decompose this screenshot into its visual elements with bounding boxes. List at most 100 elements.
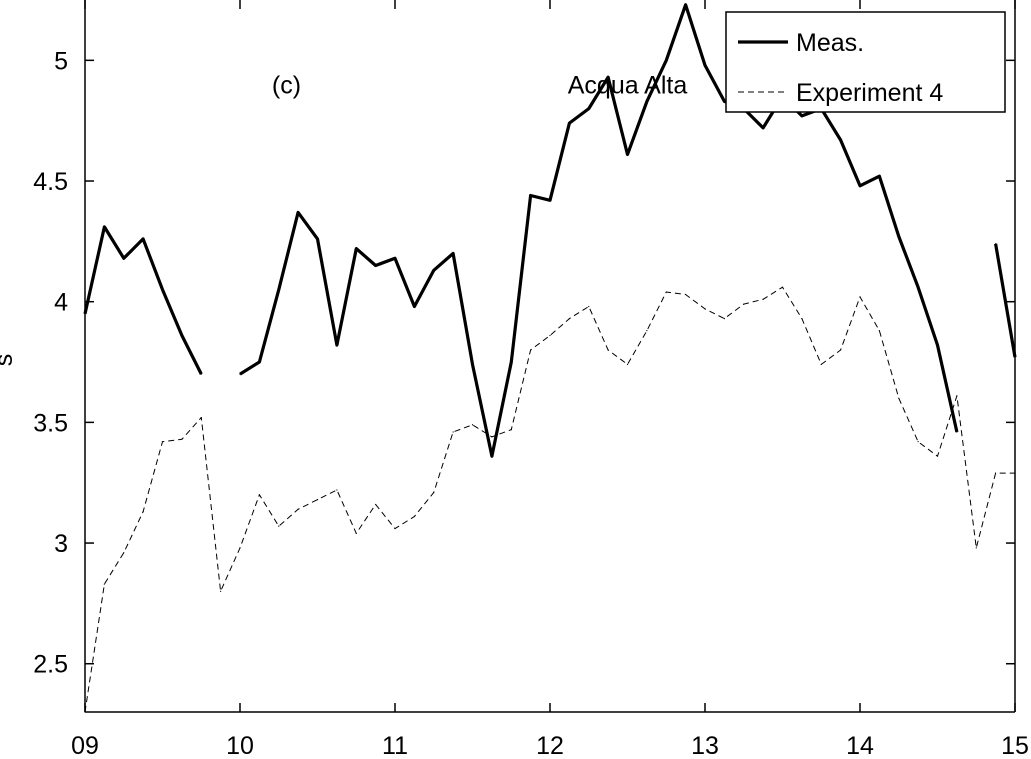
data-point-meas: [878, 175, 880, 177]
x-tick-label: 15: [1001, 732, 1029, 759]
data-point-experiment-4: [607, 349, 609, 351]
data-point-meas: [762, 127, 764, 129]
data-point-experiment-4: [220, 590, 222, 592]
data-point-meas: [704, 64, 706, 66]
data-point-meas: [394, 257, 396, 259]
data-point-experiment-4: [413, 515, 415, 518]
data-point-experiment-4: [975, 547, 977, 549]
y-tick-label: 3.5: [33, 409, 68, 437]
data-point-experiment-4: [471, 424, 474, 426]
data-point-experiment-4: [549, 334, 551, 337]
legend-label: Meas.: [796, 29, 864, 57]
data-point-meas: [859, 185, 861, 187]
data-point-experiment-4: [316, 499, 319, 501]
x-tick-label: 14: [846, 732, 874, 759]
annotations: (c) Acqua Alta: [272, 71, 687, 99]
data-point-experiment-4: [704, 308, 706, 310]
data-point-meas: [1014, 356, 1016, 358]
data-point-meas: [239, 373, 241, 375]
data-point-meas: [840, 139, 842, 141]
data-point-experiment-4: [258, 494, 260, 496]
y-tick-label: 2.5: [33, 651, 68, 679]
data-point-meas: [995, 243, 997, 245]
data-point-meas: [665, 59, 667, 61]
data-point-experiment-4: [956, 395, 958, 397]
data-point-experiment-4: [297, 508, 299, 510]
x-tick-label: 10: [226, 732, 254, 759]
data-point-experiment-4: [200, 416, 202, 419]
data-point-experiment-4: [355, 532, 357, 534]
legend: Meas. Experiment 4: [725, 11, 1006, 113]
data-point-meas: [646, 100, 648, 102]
panel-label: (c): [272, 71, 301, 99]
data-point-experiment-4: [685, 293, 687, 296]
data-point-experiment-4: [510, 429, 512, 431]
data-point-experiment-4: [452, 431, 454, 433]
data-point-experiment-4: [103, 583, 105, 585]
data-point-experiment-4: [1014, 472, 1016, 474]
data-point-meas: [297, 211, 299, 213]
data-point-meas: [568, 122, 570, 124]
data-point-experiment-4: [568, 317, 570, 320]
data-point-experiment-4: [626, 363, 629, 366]
data-point-meas: [336, 344, 338, 346]
x-tick-label: 13: [691, 732, 719, 759]
data-point-experiment-4: [433, 491, 435, 493]
y-tick-label: 5: [54, 47, 68, 75]
data-point-experiment-4: [995, 472, 997, 474]
data-point-meas: [278, 289, 280, 291]
data-point-experiment-4: [917, 441, 919, 443]
data-point-experiment-4: [394, 527, 396, 530]
y-tick-label: 4: [54, 289, 68, 317]
data-point-meas: [626, 153, 629, 156]
data-point-experiment-4: [801, 317, 803, 320]
data-point-experiment-4: [781, 286, 784, 288]
data-point-experiment-4: [375, 503, 377, 506]
data-point-experiment-4: [723, 317, 725, 320]
y-axis-label: s: [0, 354, 18, 367]
annotation-label: Acqua Alta: [568, 71, 688, 99]
data-point-meas: [607, 76, 609, 78]
series-lines: [83, 3, 1017, 713]
data-point-experiment-4: [878, 330, 880, 332]
data-point-meas: [316, 238, 319, 240]
data-point-experiment-4: [859, 296, 861, 298]
data-point-meas: [84, 313, 86, 315]
data-point-experiment-4: [665, 291, 667, 293]
data-point-experiment-4: [336, 489, 338, 491]
data-point-experiment-4: [646, 330, 648, 332]
data-point-meas: [917, 286, 919, 288]
data-point-experiment-4: [743, 303, 745, 305]
data-point-meas: [801, 115, 803, 117]
data-point-experiment-4: [278, 525, 280, 527]
data-point-meas: [200, 373, 202, 375]
data-point-meas: [936, 344, 939, 346]
data-point-meas: [510, 361, 512, 363]
data-point-meas: [123, 257, 125, 259]
data-point-meas: [549, 199, 551, 201]
data-point-meas: [898, 235, 900, 238]
data-point-experiment-4: [142, 511, 144, 513]
data-point-meas: [491, 455, 493, 457]
data-point-meas: [142, 238, 144, 240]
data-point-experiment-4: [898, 397, 900, 399]
data-point-meas: [355, 247, 357, 250]
data-point-meas: [452, 252, 454, 255]
data-point-meas: [413, 305, 415, 308]
series-line-experiment-4: [84, 286, 1015, 713]
legend-box: [725, 11, 1006, 113]
data-point-meas: [588, 108, 590, 110]
data-point-experiment-4: [936, 455, 939, 457]
data-point-meas: [433, 269, 435, 271]
data-point-experiment-4: [840, 349, 842, 351]
axis-ticks: 09 10 11 12 13 14 15 2.5 3 3.5 4 4.5 5: [33, 0, 1029, 759]
data-point-meas: [530, 194, 532, 197]
data-point-experiment-4: [181, 438, 183, 440]
x-tick-label: 12: [536, 732, 564, 759]
data-point-experiment-4: [491, 436, 493, 438]
data-point-meas: [181, 334, 183, 337]
data-point-experiment-4: [762, 298, 764, 300]
legend-label: Experiment 4: [796, 79, 943, 107]
data-point-meas: [685, 4, 687, 6]
data-point-experiment-4: [123, 552, 125, 554]
